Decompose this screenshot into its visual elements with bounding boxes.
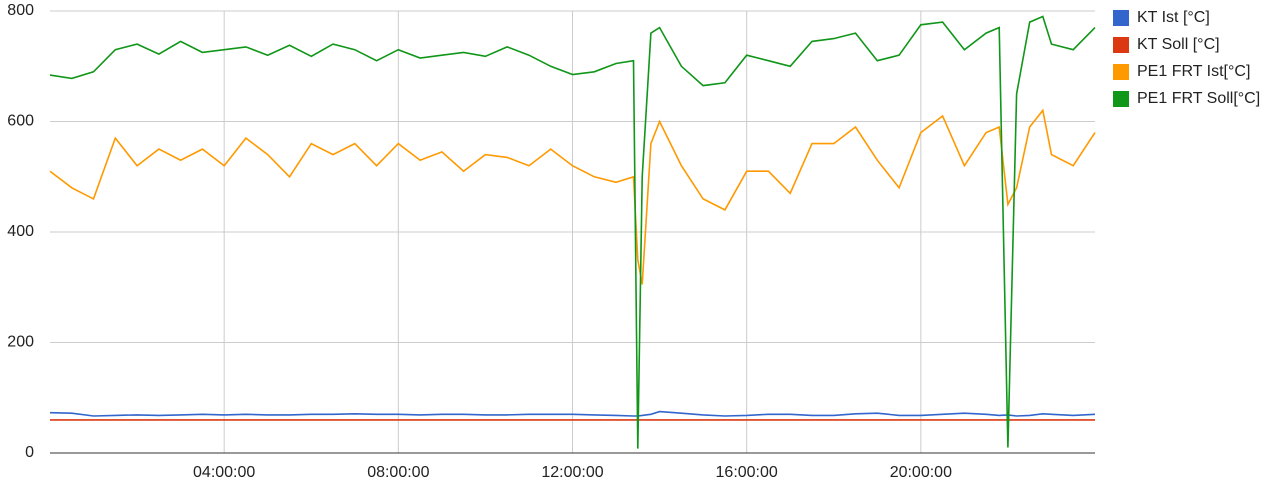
- legend-label: PE1 FRT Soll[°C]: [1137, 90, 1260, 107]
- series-line: [49, 410, 1096, 417]
- y-tick-label: 800: [7, 2, 34, 19]
- y-tick-label: 0: [25, 444, 34, 461]
- legend-label: PE1 FRT Ist[°C]: [1137, 63, 1250, 80]
- legend-swatch: [1113, 64, 1129, 80]
- x-tick-label: 04:00:00: [193, 464, 255, 481]
- y-tick-label: 600: [7, 113, 34, 130]
- x-tick-label: 16:00:00: [716, 464, 778, 481]
- legend-swatch: [1113, 91, 1129, 107]
- legend-swatch: [1113, 37, 1129, 53]
- x-tick-label: 08:00:00: [367, 464, 429, 481]
- y-tick-label: 400: [7, 223, 34, 240]
- x-tick-label: 20:00:00: [890, 464, 952, 481]
- legend-swatch: [1113, 10, 1129, 26]
- legend-label: KT Soll [°C]: [1137, 36, 1220, 53]
- x-tick-label: 12:00:00: [541, 464, 603, 481]
- y-tick-label: 200: [7, 334, 34, 351]
- legend-label: KT Ist [°C]: [1137, 9, 1210, 26]
- series-line: [49, 15, 1096, 449]
- series-line: [49, 108, 1096, 285]
